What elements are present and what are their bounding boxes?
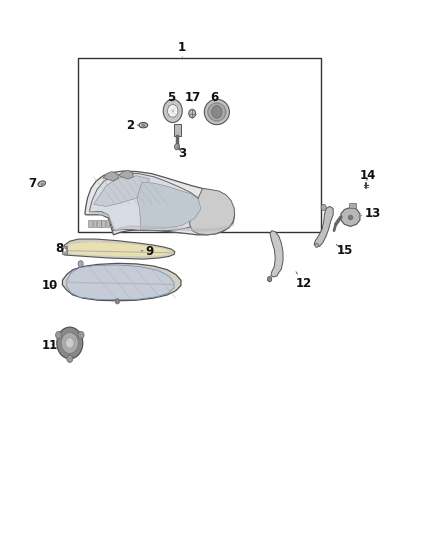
Circle shape xyxy=(67,355,73,362)
Bar xyxy=(78,58,321,232)
Ellipse shape xyxy=(139,123,148,128)
Text: 14: 14 xyxy=(360,169,376,182)
Circle shape xyxy=(57,327,83,359)
Polygon shape xyxy=(119,171,134,179)
Polygon shape xyxy=(314,206,333,246)
Text: 2: 2 xyxy=(126,119,139,132)
Text: 3: 3 xyxy=(178,147,186,160)
Ellipse shape xyxy=(38,181,46,187)
Circle shape xyxy=(168,104,178,117)
Polygon shape xyxy=(89,173,203,231)
Circle shape xyxy=(56,332,62,339)
Text: 10: 10 xyxy=(41,279,58,292)
Polygon shape xyxy=(63,239,175,259)
Polygon shape xyxy=(66,242,172,256)
Text: 8: 8 xyxy=(55,241,67,255)
Circle shape xyxy=(63,248,66,252)
Text: 13: 13 xyxy=(361,207,381,220)
Polygon shape xyxy=(67,265,174,300)
Circle shape xyxy=(268,277,272,282)
Polygon shape xyxy=(103,172,119,181)
Bar xyxy=(62,246,67,254)
Text: 11: 11 xyxy=(41,339,58,352)
Circle shape xyxy=(78,332,84,339)
Circle shape xyxy=(163,99,182,123)
Bar xyxy=(173,124,180,136)
Text: 12: 12 xyxy=(295,272,311,290)
Circle shape xyxy=(66,338,74,348)
Text: 6: 6 xyxy=(211,91,219,104)
Polygon shape xyxy=(85,171,235,235)
Polygon shape xyxy=(270,231,283,277)
Bar xyxy=(97,220,100,228)
Bar xyxy=(101,220,105,228)
Circle shape xyxy=(115,298,120,304)
Polygon shape xyxy=(89,211,235,232)
Polygon shape xyxy=(190,189,235,235)
Circle shape xyxy=(78,261,83,267)
Circle shape xyxy=(212,106,222,118)
Polygon shape xyxy=(341,207,360,227)
Bar xyxy=(106,220,109,228)
Text: 7: 7 xyxy=(28,176,39,190)
Circle shape xyxy=(321,204,326,211)
Polygon shape xyxy=(137,182,201,230)
Circle shape xyxy=(61,333,78,353)
Text: 9: 9 xyxy=(141,245,154,258)
Text: 17: 17 xyxy=(185,91,201,104)
Circle shape xyxy=(189,109,196,118)
Text: 5: 5 xyxy=(167,91,176,104)
Circle shape xyxy=(174,143,180,150)
Ellipse shape xyxy=(208,103,226,121)
Circle shape xyxy=(315,243,318,247)
Bar xyxy=(349,203,356,208)
Polygon shape xyxy=(94,176,150,206)
Bar xyxy=(88,220,92,228)
Polygon shape xyxy=(63,263,181,301)
Text: 1: 1 xyxy=(178,41,186,57)
Text: 15: 15 xyxy=(336,244,353,257)
Bar xyxy=(93,220,96,228)
Ellipse shape xyxy=(204,99,230,125)
